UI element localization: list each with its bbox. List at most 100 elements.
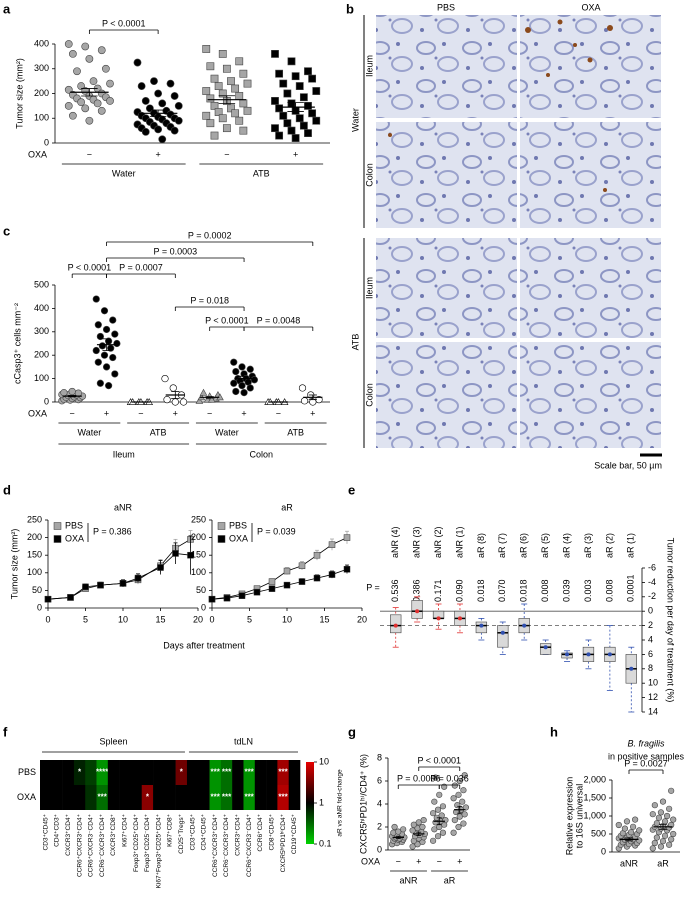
heat-cell [119, 785, 131, 810]
row-label: Colon [364, 383, 374, 407]
micrograph [376, 238, 517, 338]
column-label: Ki67⁺Foxp3⁺CD25⁺CD4⁺ [155, 813, 162, 888]
column-label: PBS [437, 2, 455, 12]
data-point [271, 97, 279, 105]
data-point [93, 99, 102, 108]
data-point [206, 94, 215, 103]
data-point [97, 106, 106, 115]
series-line [47, 539, 191, 600]
data-point [649, 845, 656, 852]
data-point [300, 397, 309, 405]
data-point [313, 574, 321, 582]
data-point [141, 97, 150, 105]
data-point [210, 131, 219, 140]
data-point [85, 116, 94, 125]
y-tick-label: 10 [648, 678, 658, 688]
data-point [158, 99, 167, 108]
heat-cell [266, 785, 278, 810]
data-point [450, 795, 457, 802]
data-point [232, 387, 240, 396]
data-point [450, 829, 457, 836]
data-point [102, 363, 111, 371]
data-point [150, 77, 158, 86]
y-tick-label: 300 [34, 326, 49, 336]
data-point [68, 387, 76, 396]
p-value: 0.018 [476, 579, 486, 602]
data-point [77, 82, 86, 90]
data-point [246, 365, 254, 373]
category-label: aR (7) [497, 533, 507, 558]
data-point [291, 72, 300, 81]
data-point [243, 79, 252, 88]
significance: *** [222, 793, 232, 802]
data-point [461, 811, 468, 818]
data-point [174, 116, 183, 125]
data-point [434, 833, 442, 840]
data-point [670, 830, 677, 838]
p-value: 0.386 [412, 579, 422, 602]
data-point [271, 124, 279, 133]
row-label: OXA [361, 856, 380, 866]
data-point [218, 89, 227, 98]
data-point [459, 798, 466, 805]
data-point [328, 571, 336, 578]
micrograph [376, 122, 517, 228]
median-point [415, 609, 420, 614]
data-point [172, 550, 179, 557]
data-point [133, 58, 142, 67]
data-point [179, 398, 188, 406]
x-tick-label: 10 [282, 614, 292, 624]
x-tick-label: + [310, 408, 315, 418]
data-point [283, 89, 292, 98]
micrograph [520, 122, 661, 228]
heat-cell [73, 785, 86, 810]
data-point [400, 826, 407, 833]
significance: *** [211, 768, 221, 777]
data-point [238, 382, 246, 390]
y-tick-label: 200 [27, 532, 42, 542]
data-point [101, 64, 110, 73]
data-point [615, 821, 622, 829]
data-point [279, 111, 288, 120]
group-label: Water [350, 108, 360, 132]
row-label: Ileum [364, 55, 374, 77]
micrograph [520, 15, 661, 118]
x-tick-label: 20 [357, 614, 367, 624]
colorbar-tick-label: 0.1 [319, 838, 332, 848]
data-point [109, 353, 117, 362]
y-tick-label: 50 [196, 585, 206, 595]
panel-letter: g [348, 724, 356, 739]
y-tick-label: 2 [377, 821, 382, 831]
micrograph [376, 342, 517, 448]
data-point [105, 382, 113, 390]
p-value: P = 0.039 [257, 526, 296, 536]
data-point [460, 787, 467, 794]
heat-cell [107, 785, 120, 810]
median-point [436, 616, 441, 621]
p-value: 0.008 [540, 579, 550, 602]
heat-cell [96, 760, 109, 785]
group-label: ATB [350, 334, 360, 351]
data-point [214, 82, 223, 90]
group-label: Water [215, 427, 239, 437]
y-axis-label: cCasp3⁺ cells mm⁻² [12, 303, 22, 384]
legend-swatch [53, 522, 62, 530]
x-tick-label: − [396, 856, 401, 866]
y-tick-label: 6 [648, 649, 653, 659]
data-point [299, 93, 308, 102]
column-label: CD4⁺CD45⁺ [201, 813, 208, 850]
y-tick-label: 0 [44, 137, 49, 147]
group-label: ATB [287, 427, 304, 437]
data-point [239, 126, 248, 135]
data-point [170, 92, 179, 100]
data-point [283, 119, 292, 128]
y-tick-label: 150 [191, 550, 206, 560]
data-point [627, 829, 635, 836]
data-point [663, 812, 671, 820]
data-point [218, 49, 227, 58]
data-point [246, 384, 254, 392]
data-point [81, 104, 90, 113]
colorbar-tick-label: 10 [319, 756, 329, 766]
p-value: P = 0.0002 [188, 230, 232, 240]
category-label: aR (3) [583, 533, 593, 558]
